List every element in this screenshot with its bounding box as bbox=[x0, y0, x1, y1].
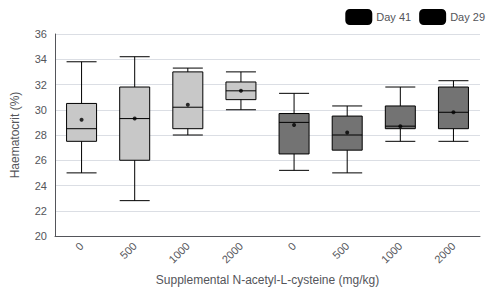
svg-text:34: 34 bbox=[35, 53, 47, 65]
svg-text:24: 24 bbox=[35, 180, 47, 192]
svg-text:500: 500 bbox=[330, 240, 351, 261]
svg-text:1000: 1000 bbox=[166, 240, 192, 266]
svg-text:2000: 2000 bbox=[432, 240, 458, 266]
svg-text:20: 20 bbox=[35, 230, 47, 242]
svg-text:2000: 2000 bbox=[219, 240, 245, 266]
svg-text:22: 22 bbox=[35, 205, 47, 217]
svg-text:0: 0 bbox=[285, 240, 298, 253]
svg-text:Haematocrit (%): Haematocrit (%) bbox=[8, 92, 22, 179]
svg-text:Day 41: Day 41 bbox=[376, 11, 411, 23]
svg-text:30: 30 bbox=[35, 104, 47, 116]
svg-text:500: 500 bbox=[117, 240, 138, 261]
svg-text:1000: 1000 bbox=[379, 240, 405, 266]
svg-text:Supplemental N-acetyl-L-cystei: Supplemental N-acetyl-L-cysteine (mg/kg) bbox=[156, 273, 379, 287]
svg-text:Day 29: Day 29 bbox=[450, 11, 485, 23]
svg-text:36: 36 bbox=[35, 28, 47, 40]
svg-text:26: 26 bbox=[35, 154, 47, 166]
svg-text:28: 28 bbox=[35, 129, 47, 141]
svg-text:0: 0 bbox=[73, 240, 86, 253]
svg-text:32: 32 bbox=[35, 79, 47, 91]
